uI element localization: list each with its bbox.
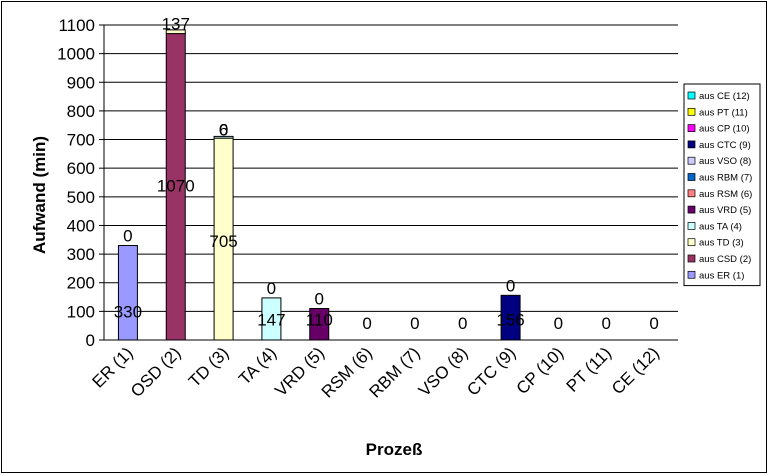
legend-swatch [687,238,696,247]
legend-entry: aus CSD (2) [699,254,751,265]
y-tick-label: 1000 [57,45,95,64]
legend-swatch [687,205,696,214]
data-label: 0 [219,121,228,140]
legend-box [683,83,761,287]
y-tick-label: 1100 [58,16,95,35]
legend-entry: aus CTC (9) [699,140,751,151]
axes [103,25,678,341]
legend: aus CE (12) aus PT (11) aus CP (10) aus CTC… [683,83,761,287]
legend-entry: aus CE (12) [699,91,750,102]
legend-entry: aus VRD (5) [699,205,751,216]
legend-swatch [687,124,696,132]
data-label: 1070 [157,176,195,195]
data-label: 156 [496,310,524,329]
legend-swatch [687,222,696,230]
bar-segment [165,29,186,35]
y-tick-labels: 0 100 200 300 400 500 600 700 800 900 1000 1100 [57,16,104,350]
x-tick-labels: ER (1)OSD (2) TD (3) TA (4)VRD (5)RSM (6)R… [89,343,663,401]
data-label: 0 [410,314,419,333]
x-tick-label: CTC (9) [463,343,519,399]
legend-swatch [687,270,696,279]
x-tick-label: CP (10) [513,343,568,398]
x-tick-label: TD (3) [185,343,232,390]
bar-segment [213,135,234,139]
y-tick-label: 400 [67,216,95,235]
x-axis-title: Prozeß [366,440,423,459]
legend-swatch [687,140,696,149]
bar-segment [117,245,138,341]
y-tick-label: 700 [67,131,95,150]
data-label: 330 [114,302,142,321]
y-tick-label: 800 [67,102,95,121]
legend-swatch [687,91,696,100]
bars [117,29,521,341]
data-label: 147 [257,310,285,329]
y-tick-label: 100 [67,302,95,321]
legend-entry: aus PT (11) [699,107,748,118]
y-tick-label: 300 [67,245,95,264]
data-label: 0 [458,314,467,333]
data-label: 705 [209,232,237,251]
x-tick-label: RBM (7) [366,343,424,401]
x-tick-label: OSD (2) [127,343,185,401]
x-tick-label: VSO (8) [415,343,472,400]
legend-entry: aus TD (3) [699,238,744,249]
legend-entry: aus TA (4) [699,221,742,232]
legend-entry: aus RBM (7) [699,173,752,184]
x-tick-label: VRD (5) [271,343,328,400]
x-tick-label: RSM (6) [318,343,376,401]
y-tick-label: 200 [67,274,95,293]
legend-entry: aus VSO (8) [699,156,751,167]
legend-swatch [687,189,696,198]
data-label: 0 [123,226,132,245]
data-label: 137 [162,15,190,34]
legend-entry: aus CP (10) [699,124,750,135]
data-label: 0 [602,314,611,333]
legend-swatch [687,173,696,181]
legend-entry: aus ER (1) [699,270,744,281]
legend-swatch [687,107,696,116]
data-label: 0 [649,314,658,333]
y-tick-label: 600 [67,159,95,178]
data-label: 110 [306,310,333,329]
data-label: 0 [506,276,515,295]
data-label: 0 [315,289,324,308]
data-label: 0 [267,279,276,298]
data-label: 0 [554,314,563,333]
x-tick-label: PT (11) [563,343,615,395]
y-tick-label: 900 [67,73,95,92]
y-tick-label: 500 [67,188,95,207]
legend-swatch [687,156,696,165]
x-tick-label: TA (4) [235,343,280,388]
legend-swatch [687,254,696,263]
legend-entry: aus RSM (6) [699,189,752,200]
data-label: 0 [362,314,371,333]
x-tick-label: CE (12) [608,343,663,398]
data-label: 6 [219,121,228,140]
y-axis-title: Aufwand (min) [30,136,49,254]
y-tick-label: 0 [86,331,95,350]
